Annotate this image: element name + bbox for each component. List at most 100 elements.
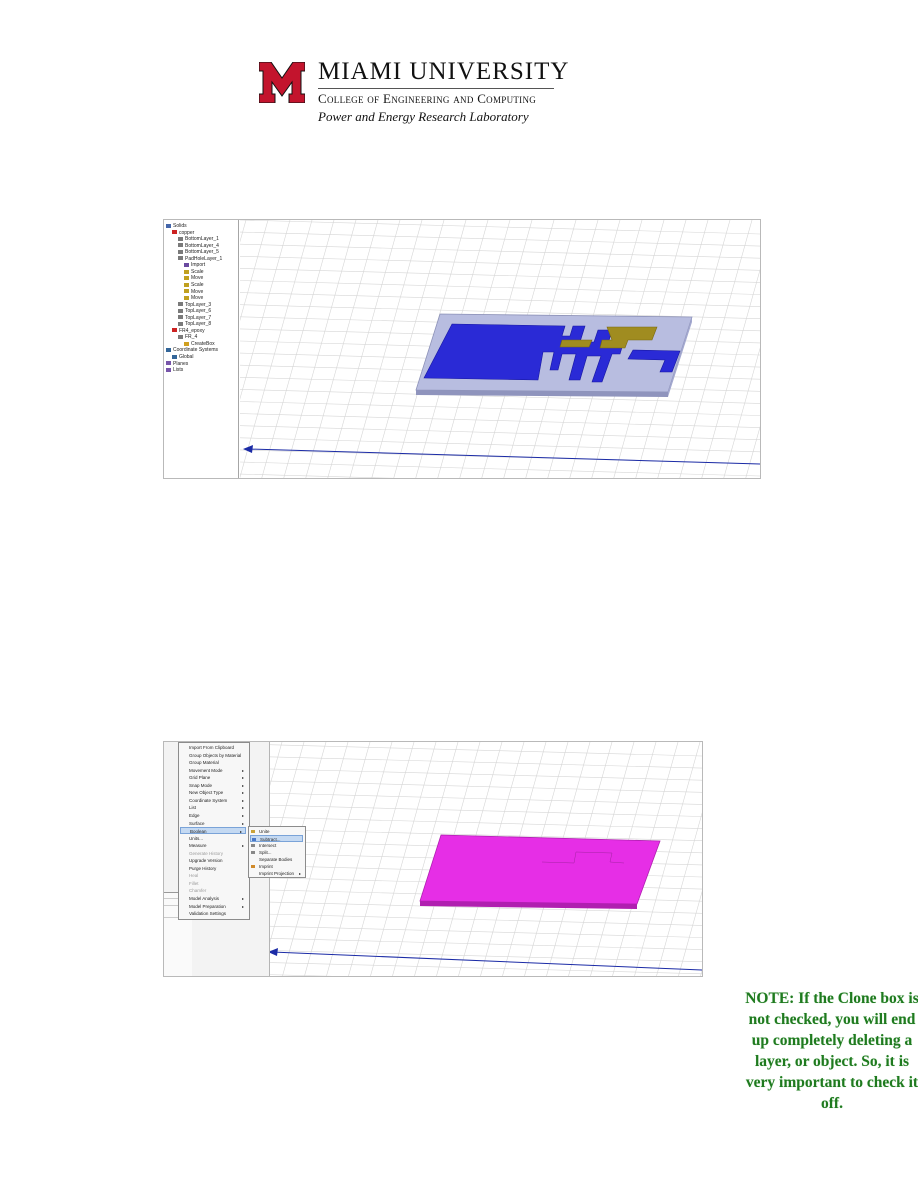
tree-item-label: BottomLayer_4: [185, 242, 219, 249]
tree-item-label: Planes: [173, 360, 189, 367]
tree-item-label: Move: [191, 295, 204, 302]
menu-item[interactable]: Movement Mode ▸: [189, 767, 247, 774]
tree-item-label: TopLayer_6: [185, 308, 212, 315]
tree-item[interactable]: TopLayer_7: [178, 315, 211, 321]
global-axis-line: [247, 448, 760, 465]
menu-item[interactable]: Edge ▸: [189, 812, 247, 819]
boolean-op-icon: [252, 838, 256, 841]
tree-item-label: Scale: [191, 268, 204, 275]
grid-line: [745, 426, 760, 478]
submenu-arrow-icon: ▸: [241, 782, 244, 788]
grid-line: [679, 220, 753, 478]
tree-node-icon: [172, 354, 177, 359]
submenu-item[interactable]: Split...: [251, 849, 304, 856]
grid-line: [700, 969, 702, 976]
submenu-item[interactable]: Separate Bodies: [259, 856, 304, 863]
menu-item[interactable]: Model Analysis ▸: [189, 895, 247, 902]
submenu-item[interactable]: Imprint Projection ▸: [259, 870, 304, 877]
tree-item[interactable]: BottomLayer_5: [178, 249, 219, 255]
grid-line: [326, 742, 393, 976]
tree-item[interactable]: TopLayer_8: [178, 321, 211, 327]
3d-scene: [240, 220, 760, 478]
menu-item[interactable]: Boolean ▸: [180, 827, 246, 835]
menu-item[interactable]: Grid Plane ▸: [189, 774, 247, 781]
boolean-op-icon: [251, 830, 255, 833]
grid-line: [240, 304, 760, 319]
menu-item[interactable]: Snap Mode ▸: [189, 782, 247, 789]
menu-item[interactable]: Heal: [189, 872, 247, 879]
tree-item[interactable]: Lists: [166, 367, 183, 373]
menu-item[interactable]: New Object Type ▸: [189, 789, 247, 796]
tree-item-label: FR4_epoxy: [179, 327, 205, 334]
tree-item[interactable]: Scale: [184, 282, 204, 288]
copper-layer: [423, 323, 624, 383]
axis-arrow-icon-2: [268, 948, 278, 956]
menu-item-label: Group Objects by Material: [189, 752, 242, 758]
menu-item[interactable]: Coordinate System ▸: [189, 797, 247, 804]
tree-item-label: Move: [191, 275, 204, 282]
screenshot-boolean-menu: Import From Clipboard Group Objects by Ma…: [163, 741, 703, 977]
tree-item[interactable]: Move: [184, 289, 203, 295]
submenu-item-label: Separate Bodies: [259, 857, 293, 862]
grid-line: [240, 413, 760, 428]
fr4-substrate-edge: [668, 317, 692, 397]
tree-item[interactable]: Coordinate Systems: [166, 347, 218, 353]
submenu-item[interactable]: Imprint: [251, 863, 304, 870]
menu-item-label: Model Analysis: [189, 896, 220, 901]
submenu-arrow-icon: ▸: [241, 820, 244, 826]
grid-line: [240, 231, 760, 247]
submenu-item[interactable]: Unite: [251, 828, 304, 835]
pad-hole-stub: [559, 339, 593, 348]
menu-item[interactable]: Validation Settings: [189, 910, 247, 917]
tree-item-label: Scale: [191, 281, 204, 288]
menu-item[interactable]: Group Material: [189, 759, 247, 766]
tree-item[interactable]: TopLayer_3: [178, 302, 211, 308]
tree-item[interactable]: copper: [172, 230, 194, 236]
tree-item[interactable]: Global: [172, 354, 193, 360]
menu-item[interactable]: Generate History: [189, 850, 247, 857]
menu-item[interactable]: List ▸: [189, 804, 247, 811]
submenu-item[interactable]: Subtract...: [250, 835, 303, 842]
tree-item[interactable]: TopLayer_6: [178, 308, 211, 314]
grid-line: [240, 473, 397, 478]
menu-item[interactable]: Units...: [189, 835, 247, 842]
tree-item[interactable]: FR4_epoxy: [172, 328, 205, 334]
tree-item[interactable]: BottomLayer_1: [178, 236, 219, 242]
grid-line: [305, 220, 379, 478]
grid-line: [240, 220, 313, 478]
tree-item[interactable]: FR_4: [178, 334, 197, 340]
tree-item[interactable]: Import: [184, 262, 205, 268]
merged-plate: [419, 834, 661, 905]
menu-item[interactable]: Fillet: [189, 880, 247, 887]
grid-line: [240, 389, 760, 404]
menu-item[interactable]: Chamfer: [189, 887, 247, 894]
submenu-arrow-icon: ▸: [241, 797, 244, 803]
grid-line: [371, 220, 445, 478]
tree-item[interactable]: Scale: [184, 269, 204, 275]
copper-feed-line: [627, 349, 681, 373]
tree-item[interactable]: Solids: [166, 223, 187, 229]
tree-item[interactable]: Move: [184, 275, 203, 281]
3d-viewport[interactable]: [240, 220, 760, 478]
university-name: MIAMI UNIVERSITY: [318, 58, 570, 85]
tree-item[interactable]: Move: [184, 295, 203, 301]
menu-item[interactable]: Purge History: [189, 865, 247, 872]
tree-item[interactable]: Planes: [166, 361, 188, 367]
menu-item[interactable]: Group Objects by Material: [189, 752, 247, 759]
menu-item[interactable]: Upgrade Version: [189, 857, 247, 864]
tree-item[interactable]: PadHoleLayer_1: [178, 256, 222, 262]
model-tree: Solids copper BottomLayer_1 BottomLayer_4 Bo…: [164, 220, 239, 478]
menu-item[interactable]: Surface ▸: [189, 820, 247, 827]
tree-node-icon: [166, 361, 171, 366]
submenu-item[interactable]: Intersect: [251, 842, 304, 849]
tree-item[interactable]: BottomLayer_4: [178, 243, 219, 249]
menu-item[interactable]: Import From Clipboard: [189, 744, 247, 751]
grid-line: [240, 220, 291, 400]
menu-item[interactable]: Model Preparation ▸: [189, 903, 247, 910]
grid-line: [240, 292, 760, 307]
tree-node-icon: [184, 295, 189, 300]
menu-item-label: Heal: [189, 873, 199, 879]
menu-item[interactable]: Measure ▸: [189, 842, 247, 849]
tree-item[interactable]: CreateBox: [184, 341, 215, 347]
tree-node-icon: [166, 348, 171, 353]
